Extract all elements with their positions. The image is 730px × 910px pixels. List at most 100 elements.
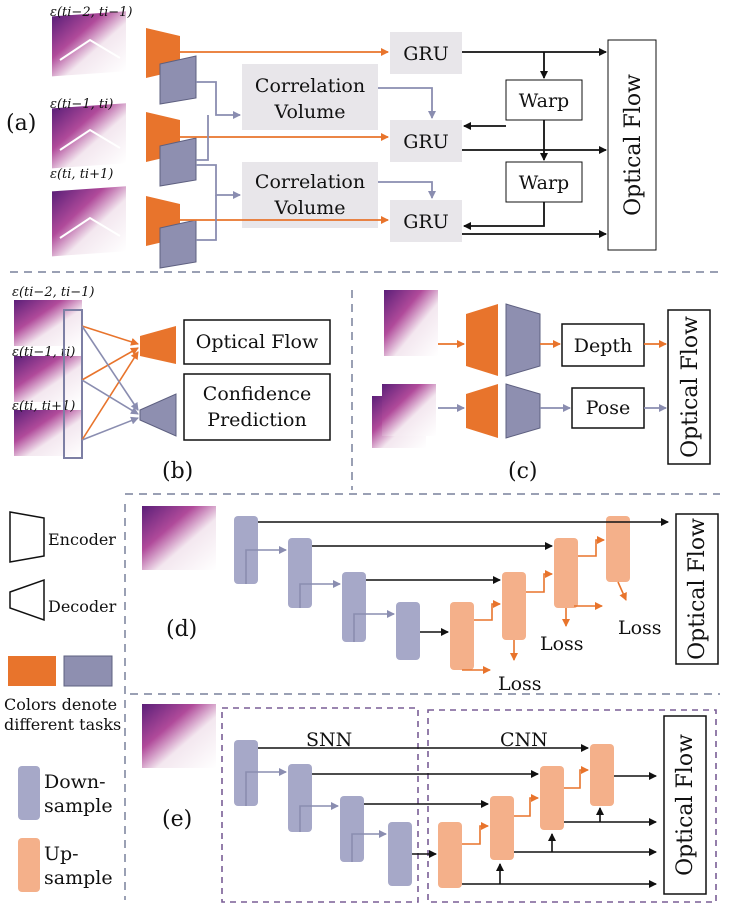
decoder-icon (9, 578, 45, 622)
upsample-block (554, 538, 578, 608)
optical-flow-output (667, 309, 711, 465)
input-label-2: ε(ti−1, ti) (12, 345, 75, 360)
optical-flow-label: Optical Flow (621, 74, 646, 216)
gru-box (390, 200, 462, 242)
optical-flow-output (607, 39, 657, 251)
downsample-block (342, 572, 366, 642)
depth-label: Depth (574, 335, 633, 357)
gru-label: GRU (403, 43, 449, 65)
downsample-block (396, 602, 420, 660)
warp-label: Warp (519, 90, 569, 112)
gru-label: GRU (403, 211, 449, 233)
upsample-line1: Up- (44, 843, 79, 865)
event-image (52, 11, 126, 77)
upsample-block (502, 572, 526, 640)
panel-a-label: (a) (6, 111, 36, 136)
snn-label: SNN (306, 729, 352, 751)
gru-box (390, 32, 462, 74)
volume-label: Volume (274, 101, 346, 123)
event-image (142, 506, 216, 570)
legend: Encoder Decoder Colors denote different … (4, 511, 121, 892)
correlation-volume-1 (242, 64, 378, 130)
correlation-label: Correlation (255, 75, 365, 97)
cnn-frame (427, 709, 717, 903)
pose-box (571, 387, 645, 429)
pose-label: Pose (586, 397, 630, 419)
downsample-block (388, 822, 412, 886)
event-image (14, 356, 82, 402)
loss-label: Loss (618, 617, 662, 639)
input-label-2: ε(ti−1, ti) (50, 97, 113, 112)
panel-d: Loss Loss Loss Optical Flow (d) (142, 506, 719, 695)
encoder-pair-2 (146, 112, 197, 187)
panel-c: Depth Pose Optical Flow (c) (372, 290, 711, 484)
confidence-label: Confidence (203, 383, 311, 405)
encoder-pose (466, 384, 498, 438)
colors-legend-line1: Colors denote (4, 695, 117, 714)
prediction-label: Prediction (207, 409, 306, 431)
decoder-optical-flow (140, 326, 176, 364)
encoder-depth (466, 304, 498, 376)
optical-flow-output (663, 715, 707, 895)
upsample-block (540, 766, 564, 830)
warp-label: Warp (519, 172, 569, 194)
panel-b: ε(ti−2, ti−1) ε(ti−1, ti) ε(ti, ti+1) Op… (12, 285, 331, 484)
input-label-1: ε(ti−2, ti−1) (50, 5, 132, 20)
decoder-confidence (139, 393, 177, 437)
event-image (52, 103, 126, 169)
warp-box (505, 79, 583, 121)
confidence-box (183, 373, 331, 441)
volume-label: Volume (274, 197, 346, 219)
upsample-block (450, 602, 474, 670)
downsample-swatch (18, 766, 40, 820)
event-image (382, 384, 436, 436)
panel-e-label: (e) (162, 807, 192, 832)
event-image (142, 704, 216, 768)
orange-swatch (8, 656, 56, 686)
loss-label: Loss (498, 673, 542, 695)
warp-box (505, 161, 583, 203)
decoder-depth (505, 303, 541, 377)
downsample-block (288, 764, 312, 832)
panel-c-label: (c) (508, 459, 538, 484)
upsample-block (606, 516, 630, 582)
correlation-label: Correlation (255, 171, 365, 193)
panel-a: ε(ti−2, ti−1) ε(ti−1, ti) ε(ti, ti+1) (a… (6, 5, 657, 269)
upsample-line2: sample (44, 867, 113, 889)
downsample-line2: sample (44, 795, 113, 817)
gray-swatch (63, 655, 113, 687)
snn-frame (221, 707, 419, 903)
event-image (384, 290, 438, 356)
encoder-icon (9, 511, 45, 563)
gru-box (390, 120, 462, 162)
optical-flow-label: Optical Flow (678, 316, 703, 458)
loss-label: Loss (540, 633, 584, 655)
upsample-block (490, 796, 514, 860)
optical-flow-label: Optical Flow (196, 331, 319, 353)
colors-legend-line2: different tasks (4, 715, 121, 734)
optical-flow-label: Optical Flow (685, 518, 710, 660)
panel-b-label: (b) (162, 459, 193, 484)
upsample-block (590, 744, 614, 806)
correlation-volume-2 (242, 162, 378, 228)
panel-e: SNN CNN Optical Flow (e) (142, 704, 717, 903)
upsample-swatch (18, 838, 40, 892)
cnn-label: CNN (500, 729, 548, 751)
event-image (14, 410, 82, 456)
decoder-pose (505, 383, 541, 439)
stack-bracket (63, 309, 83, 459)
input-label-3: ε(ti, ti+1) (50, 167, 113, 182)
optical-flow-label: Optical Flow (673, 734, 698, 876)
event-image (52, 186, 126, 257)
decoder-legend-label: Decoder (48, 597, 117, 616)
upsample-block (438, 822, 462, 888)
downsample-block (340, 796, 364, 862)
encoder-legend-label: Encoder (48, 530, 116, 549)
encoder-pair-1 (146, 28, 197, 105)
downsample-block (288, 538, 312, 608)
optical-flow-output (675, 513, 719, 665)
input-label-1: ε(ti−2, ti−1) (12, 285, 94, 300)
depth-box (561, 323, 645, 367)
downsample-line1: Down- (44, 771, 106, 793)
